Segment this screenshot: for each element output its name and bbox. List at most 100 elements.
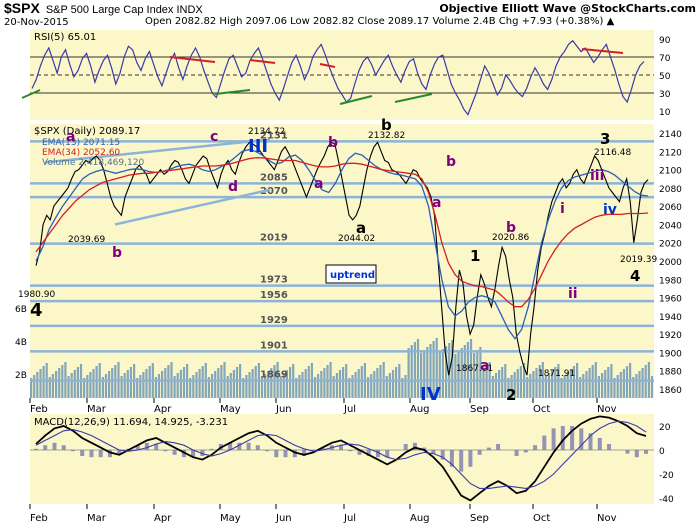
wave-label: b	[328, 135, 338, 151]
rsi-green-trendline	[214, 89, 251, 95]
price-tick-label: 1980	[659, 276, 682, 286]
price-tick-label: 2080	[659, 185, 682, 195]
macd-histogram-bar	[412, 442, 417, 450]
volume-bar	[182, 367, 186, 398]
legend-entry: EMA(13) 2071.15	[42, 138, 120, 148]
index-description: S&P 500 Large Cap Index INDX	[45, 4, 203, 16]
wave-label: iv	[603, 202, 617, 218]
macd-histogram-bar	[34, 448, 38, 450]
macd-tick-label: 0	[659, 447, 665, 457]
price-tick-label: 1960	[659, 295, 682, 305]
volume-bar	[245, 375, 248, 398]
x-tick-label: Feb	[30, 513, 48, 524]
rsi-line	[31, 39, 645, 116]
volume-bar	[104, 374, 108, 398]
wave-label: b	[446, 154, 456, 170]
wave-label: a	[432, 195, 441, 211]
macd-histogram-bar	[422, 447, 427, 450]
volume-bar	[36, 372, 39, 398]
volume-bar	[441, 349, 444, 398]
volume-bar	[304, 369, 307, 398]
volume-bar	[92, 369, 95, 398]
volume-bar	[413, 342, 416, 398]
volume-bar	[460, 348, 463, 398]
macd-histogram-bar	[357, 450, 362, 455]
volume-bar	[466, 342, 469, 398]
volume-bar	[632, 377, 635, 398]
volume-bar	[563, 375, 566, 398]
volume-bar	[454, 354, 457, 398]
volume-bar	[370, 374, 373, 398]
volume-bar	[70, 373, 73, 398]
macd-title: MACD(12,26,9) 11.694, 14.925, -3.231	[34, 417, 228, 428]
volume-bar	[445, 346, 448, 398]
macd-histogram-bar	[440, 450, 445, 460]
volume-bar	[323, 368, 326, 398]
volume-bar	[248, 372, 251, 398]
volume-bar	[367, 377, 370, 398]
macd-histogram-bar	[486, 447, 491, 450]
x-tick-label: Oct	[533, 513, 550, 524]
wave-label: d	[228, 179, 238, 195]
volume-bar	[650, 376, 654, 398]
rsi-green-trendline	[394, 93, 433, 103]
volume-bar	[235, 367, 239, 398]
volume-bar	[232, 370, 235, 398]
x-tick-label: May	[220, 513, 241, 524]
wave-label: b	[381, 116, 392, 134]
macd-histogram-bar	[154, 444, 159, 450]
volume-bar	[95, 366, 98, 398]
volume-bar	[282, 373, 285, 398]
volume-bar	[317, 374, 320, 398]
volume-bar	[604, 370, 607, 398]
volume-tick-label: 6B	[15, 305, 27, 315]
volume-bar	[320, 371, 323, 398]
volume-bar	[295, 378, 298, 398]
macd-histogram-bar	[61, 445, 66, 450]
x-tick-label: Apr	[154, 513, 172, 524]
volume-bar	[39, 369, 42, 398]
macd-histogram-bar	[634, 450, 639, 458]
volume-bar	[373, 371, 376, 398]
volume-bar	[357, 369, 360, 398]
volume-bar	[438, 352, 441, 398]
level-label: 1956	[260, 290, 288, 301]
volume-bar	[588, 368, 591, 398]
volume-bar	[498, 370, 501, 398]
macd-tick-label: 20	[659, 423, 671, 433]
volume-bar	[157, 374, 161, 398]
volume-bar	[391, 370, 395, 398]
macd-histogram-bar	[588, 433, 593, 450]
volume-tick-label: 4B	[15, 338, 27, 348]
rsi-red-trendline	[169, 56, 216, 63]
price-tick-label: 2040	[659, 221, 682, 231]
volume-bar	[479, 347, 482, 398]
rsi-green-trendline	[339, 95, 373, 105]
volume-bar	[229, 373, 232, 398]
wave-label: a	[356, 219, 366, 237]
macd-histogram-bar	[43, 445, 48, 450]
x-tick-label: Nov	[597, 404, 617, 415]
x-tick-label: Jul	[343, 404, 356, 415]
macd-histogram-bar	[523, 450, 528, 453]
macd-histogram-bar	[459, 450, 464, 472]
macd-histogram-bar	[283, 450, 288, 458]
symbol: $SPX	[4, 0, 40, 16]
volume-bar	[298, 375, 301, 398]
volume-bar	[201, 366, 204, 398]
x-tick-label: Jun	[275, 404, 292, 415]
volume-bar	[332, 376, 335, 398]
volume-bar	[388, 373, 391, 398]
macd-histogram-bar	[560, 426, 565, 450]
macd-histogram-bar	[80, 450, 85, 456]
volume-bar	[579, 377, 582, 398]
volume-bar	[58, 368, 61, 398]
volume-bar	[544, 376, 547, 398]
macd-histogram-bar	[514, 450, 519, 456]
x-tick-label: Nov	[597, 513, 617, 524]
price-tick-label: 1900	[659, 349, 682, 359]
macd-histogram-bar	[144, 442, 149, 450]
volume-bar	[176, 373, 179, 398]
rsi-red-trendline	[319, 63, 336, 68]
